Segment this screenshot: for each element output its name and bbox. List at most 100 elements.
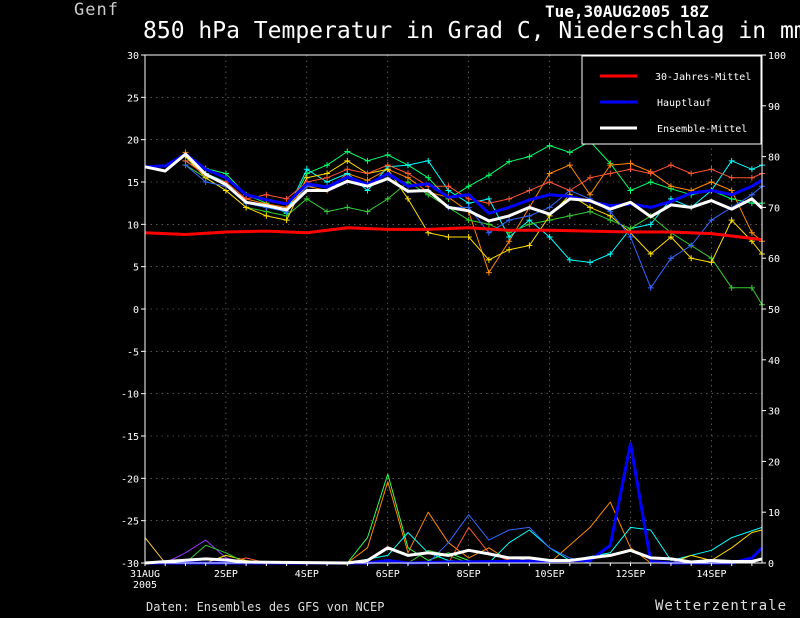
x-tick-label: 2SEP <box>214 569 238 580</box>
chart-title: 850 hPa Temperatur in Grad C, Niederschl… <box>143 18 800 44</box>
data-point-marker <box>647 179 654 185</box>
y-tick-label-left: -15 <box>121 432 139 443</box>
data-point-marker <box>546 170 553 177</box>
precip-line-niederschlag-hauptlauf <box>145 442 764 565</box>
data-point-marker <box>384 151 391 158</box>
model-run-time: Tue,30AUG2005 18Z <box>545 2 709 21</box>
data-point-marker <box>566 162 573 169</box>
temperature-line-ensemble-mittel <box>144 152 764 223</box>
temperature-line-member <box>185 160 763 263</box>
x-tick-label: 14SEP <box>696 569 726 580</box>
data-point-marker <box>344 166 351 173</box>
precip-line-member <box>145 473 762 564</box>
y-tick-label-left: -20 <box>121 474 139 485</box>
y-tick-label-right: 80 <box>768 153 780 164</box>
brand-label: Wetterzentrale <box>655 598 788 614</box>
data-point-marker <box>384 195 391 202</box>
y-tick-label-right: 20 <box>768 457 780 468</box>
data-point-marker <box>182 157 189 164</box>
data-point-marker <box>324 208 331 215</box>
data-point-marker <box>647 284 654 291</box>
data-point-marker <box>607 250 614 257</box>
data-point-marker <box>384 162 391 169</box>
data-point-marker <box>566 212 573 219</box>
data-point-marker <box>728 217 735 224</box>
data-point-marker <box>445 183 452 190</box>
data-point-marker <box>566 187 573 194</box>
data-point-marker <box>485 200 492 207</box>
data-point-marker <box>526 153 533 160</box>
data-point-marker <box>202 179 209 185</box>
data-point-marker <box>728 187 735 194</box>
x-tick-label: 31AUG <box>130 569 160 580</box>
data-point-marker <box>647 221 654 228</box>
data-point-marker <box>465 234 472 241</box>
data-point-marker <box>445 234 452 241</box>
data-point-marker <box>506 195 513 202</box>
data-point-marker <box>587 204 594 211</box>
legend-label-climatology: 30-Jahres-Mittel <box>655 72 751 83</box>
y-tick-label-right: 70 <box>768 203 780 214</box>
data-point-marker <box>222 170 229 177</box>
precip-line-member <box>145 481 762 564</box>
data-point-marker <box>688 170 695 177</box>
data-point-marker <box>546 179 553 185</box>
precip-line-member <box>145 514 762 564</box>
y-tick-label-right: 60 <box>768 254 780 265</box>
y-tick-label-right: 40 <box>768 356 780 367</box>
data-point-marker <box>607 170 614 177</box>
data-point-marker <box>546 142 553 149</box>
data-point-marker <box>546 234 553 241</box>
legend-label-ensemble-mean: Ensemble-Mittel <box>657 124 747 135</box>
data-point-marker <box>728 195 735 202</box>
temperature-line-member <box>185 140 762 214</box>
x-tick-label: 6SEP <box>376 569 400 580</box>
x-tick-label: 10SEP <box>535 569 565 580</box>
data-point-marker <box>465 217 472 224</box>
data-point-marker <box>546 204 553 211</box>
data-point-marker <box>344 157 351 164</box>
data-point-marker <box>344 204 351 211</box>
data-point-marker <box>708 217 715 224</box>
data-point-marker <box>728 284 735 291</box>
data-point-marker <box>364 170 371 177</box>
data-point-marker <box>587 259 594 266</box>
y-tick-label-left: 25 <box>127 93 139 104</box>
data-point-marker <box>667 183 674 190</box>
y-tick-label-left: 20 <box>127 136 139 147</box>
x-tick-label: 8SEP <box>457 569 481 580</box>
data-point-marker <box>627 187 634 194</box>
x-tick-label: 4SEP <box>295 569 319 580</box>
legend: 30-Jahres-Mittel Hauptlauf Ensemble-Mitt… <box>581 55 762 145</box>
data-point-marker <box>688 255 695 262</box>
data-point-marker <box>263 191 270 198</box>
data-point-marker <box>748 166 755 173</box>
y-tick-label-right: 0 <box>768 559 774 570</box>
data-point-marker <box>324 162 331 169</box>
data-point-marker <box>627 160 634 167</box>
data-point-marker <box>425 174 432 181</box>
data-point-marker <box>263 212 270 219</box>
data-point-marker <box>465 183 472 190</box>
y-tick-label-left: 10 <box>127 220 139 231</box>
data-point-marker <box>283 195 290 202</box>
data-point-marker <box>344 148 351 155</box>
data-point-marker <box>324 174 331 181</box>
data-point-marker <box>587 174 594 181</box>
data-point-marker <box>506 158 513 165</box>
data-point-marker <box>485 269 492 276</box>
data-point-marker <box>748 200 755 207</box>
data-point-marker <box>708 179 715 185</box>
y-tick-label-left: 30 <box>127 51 139 62</box>
temperature-line-30-jahres-mittel <box>144 226 763 242</box>
data-point-marker <box>667 255 674 262</box>
data-point-marker <box>425 157 432 164</box>
y-tick-label-left: 5 <box>133 263 139 274</box>
axis-layer: 302520151050-5-10-15-20-25-3010090807060… <box>121 51 786 591</box>
data-point-marker <box>485 229 492 236</box>
data-point-marker <box>506 246 513 253</box>
data-point-marker <box>303 166 310 173</box>
data-point-marker <box>728 157 735 164</box>
station-name: Genf <box>74 0 119 20</box>
